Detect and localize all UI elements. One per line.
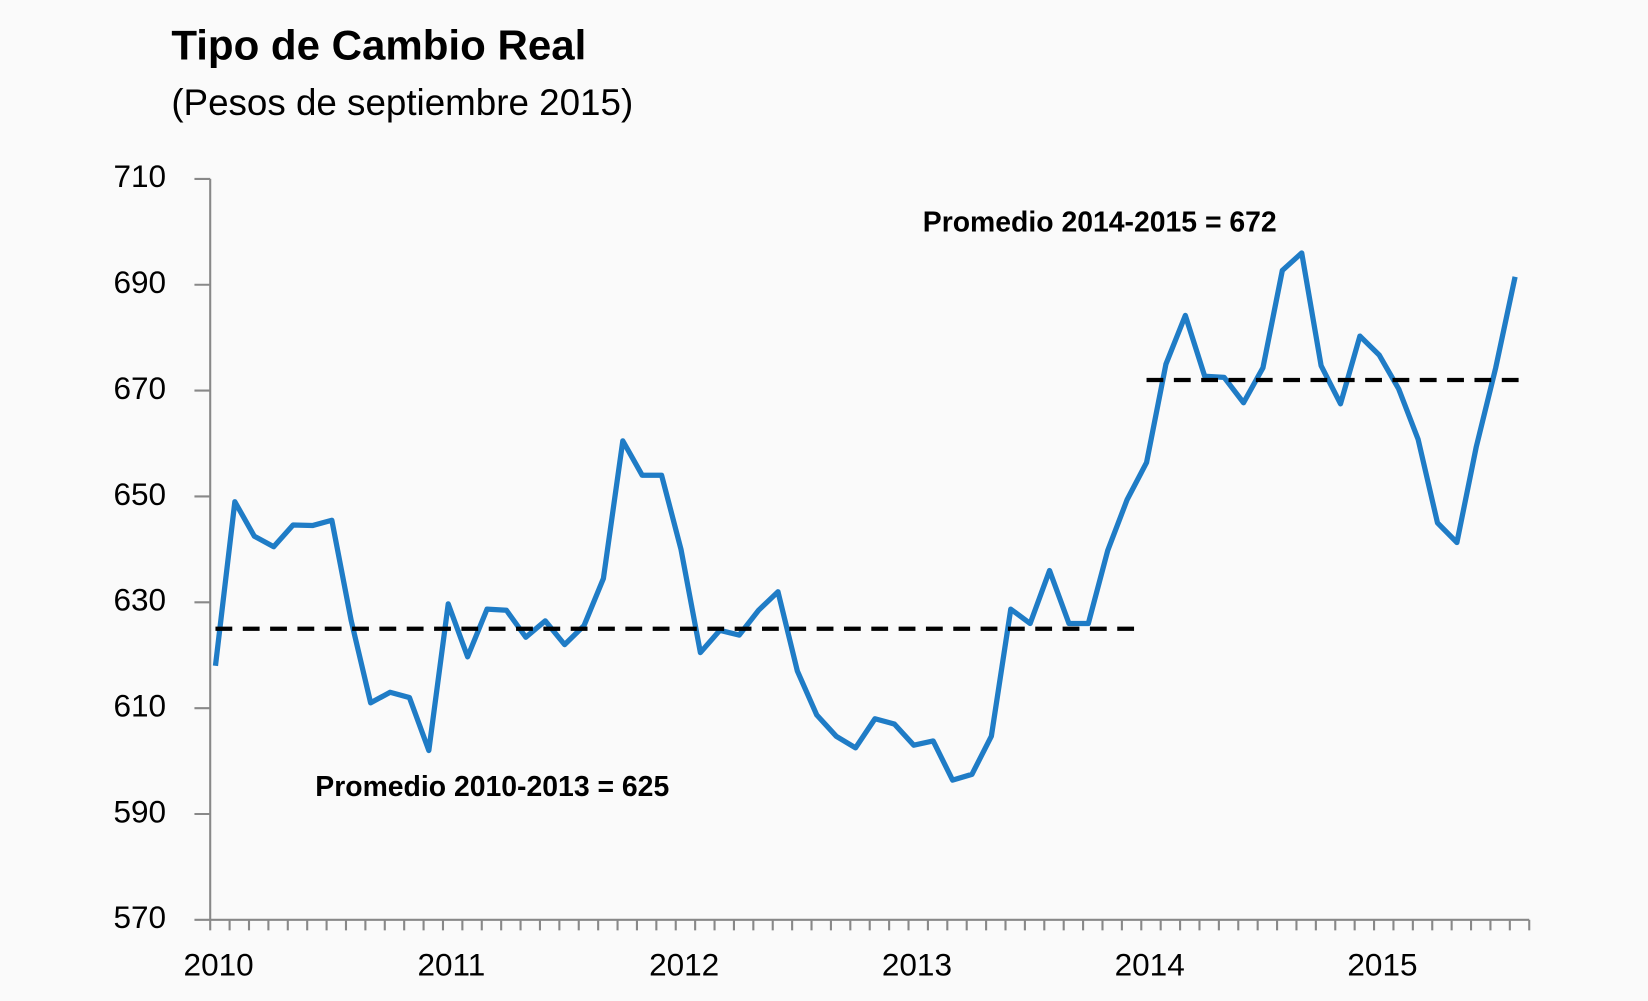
y-tick-label: 690 — [113, 264, 166, 300]
y-tick-label: 670 — [113, 370, 166, 406]
y-tick-label: 590 — [113, 793, 166, 829]
y-tick-label: 610 — [113, 687, 166, 723]
y-tick-label: 630 — [113, 582, 166, 618]
y-tick-label: 570 — [113, 899, 166, 935]
chart-subtitle: (Pesos de septiembre 2015) — [171, 82, 633, 123]
x-tick-label: 2014 — [1115, 946, 1185, 982]
y-tick-label: 710 — [113, 158, 166, 194]
chart-title: Tipo de Cambio Real — [171, 22, 586, 69]
annotation: Promedio 2010-2013 = 625 — [315, 771, 669, 803]
y-tick-label: 650 — [113, 476, 166, 512]
x-tick-label: 2012 — [649, 946, 719, 982]
data-line — [212, 250, 1518, 783]
x-tick-label: 2013 — [882, 946, 952, 982]
x-tick-label: 2015 — [1347, 946, 1417, 982]
annotation: Promedio 2014-2015 = 672 — [923, 207, 1277, 239]
x-tick-label: 2011 — [417, 946, 485, 982]
x-tick-label: 2010 — [184, 946, 254, 982]
